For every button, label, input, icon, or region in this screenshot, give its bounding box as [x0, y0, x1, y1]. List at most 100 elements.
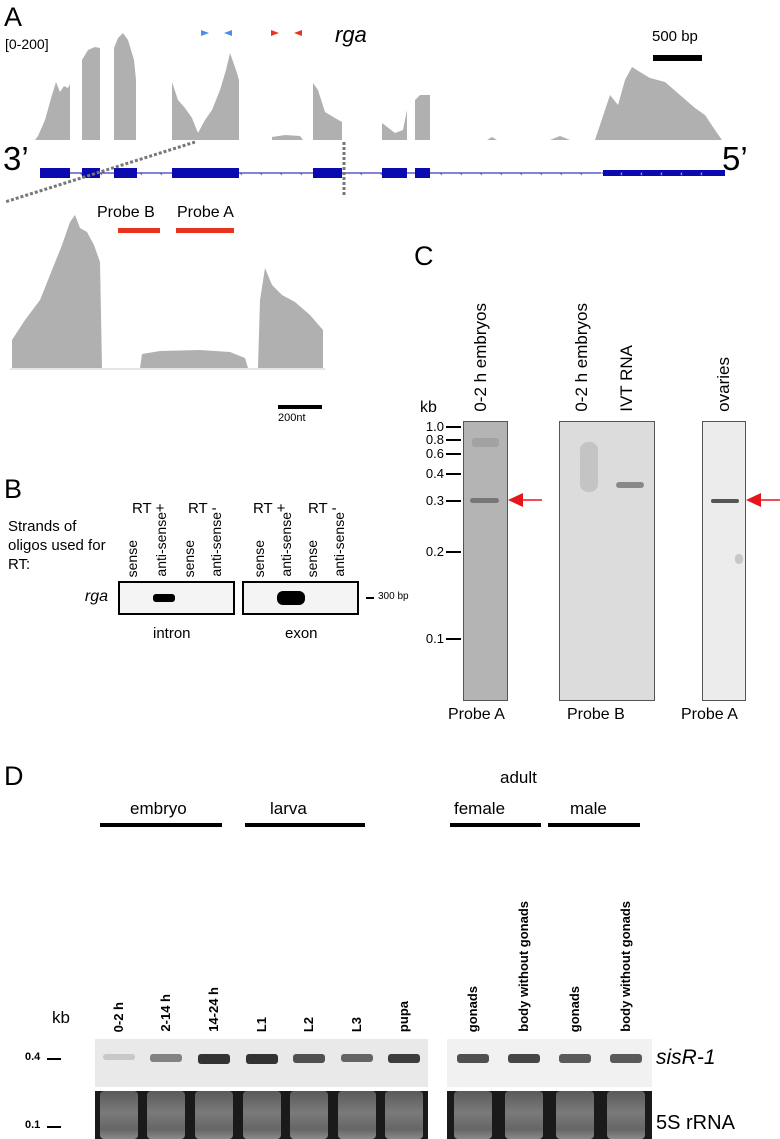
sisr1-band [559, 1054, 591, 1063]
intron-gel [118, 581, 235, 615]
strand-direction-icon: ‹ [160, 170, 163, 178]
marker-tick [446, 426, 461, 428]
lane-label: L1 [254, 1016, 269, 1032]
coverage-track [35, 33, 722, 140]
northern-blot-ovaries [702, 421, 746, 701]
size-marker-label: 300 bp [378, 591, 409, 602]
strand-direction-icon: ‹ [680, 170, 683, 178]
larva-bracket [245, 823, 365, 827]
group-female-label: female [454, 799, 506, 818]
sisr1-blot-developmental [95, 1039, 428, 1087]
blot-band [616, 482, 644, 488]
strand-direction-icon: ‹ [700, 170, 703, 178]
sisr1-band [150, 1054, 182, 1062]
three-prime-label: 3’ [3, 140, 29, 177]
sisr1-band [341, 1054, 373, 1063]
strand-caption: Strands of oligos used for RT: [8, 518, 106, 573]
lane-label: gonads [465, 985, 480, 1032]
blot-band [470, 498, 499, 503]
marker-tick [47, 1126, 61, 1128]
strand-direction-icon: ‹ [460, 170, 463, 178]
strand-direction-icon: ‹ [280, 170, 283, 178]
rrna-lane [338, 1091, 376, 1139]
marker-label: 0.4 [25, 1051, 41, 1063]
coverage-range-label: [0-200] [5, 36, 49, 52]
panel-a-label: A [4, 2, 23, 32]
rrna-lane [556, 1091, 594, 1139]
probe-label: Probe B [567, 706, 625, 723]
strand-direction-icon: ‹ [60, 170, 63, 178]
lane-label: IVT RNA [617, 345, 636, 412]
panel-a-graphics: ‹ ‹ ‹ ‹ ‹ ‹ ‹ ‹ ‹ ‹ ‹ ‹ ‹ ‹ ‹ ‹ ‹ ‹ ‹ ‹ ‹ ‹ ‹ ‹ ‹ ‹ ‹ ‹ ‹ ‹ ‹ ‹ ‹ [4, 30, 725, 409]
kb-unit-label: kb [420, 399, 437, 416]
rrna-lane [385, 1091, 423, 1139]
lane-label: 14-24 h [206, 987, 221, 1032]
rrna-gel-adult [447, 1091, 652, 1139]
kb-unit-label: kb [52, 1008, 70, 1027]
strand-direction-icon: ‹ [500, 170, 503, 178]
pcr-band [153, 594, 175, 602]
northern-blot-probe-a [463, 421, 508, 701]
strand-direction-icon: ‹ [80, 170, 83, 178]
pcr-band [277, 591, 305, 605]
marker-label: 0.1 [425, 631, 444, 646]
exon [415, 168, 430, 178]
strand-direction-icon: ‹ [420, 170, 423, 178]
probe-label: Probe A [448, 706, 505, 723]
strand-direction-icon: ‹ [620, 170, 623, 178]
exon [172, 168, 239, 178]
lane-label: body without gonads [618, 901, 633, 1032]
strand-direction-icon: ‹ [260, 170, 263, 178]
strand-direction-icon: ‹ [100, 170, 103, 178]
red-arrow-icon [746, 493, 780, 507]
blot-band [711, 499, 739, 503]
rrna-row-label: 5S rRNA [656, 1112, 735, 1134]
lane-label: 2-14 h [158, 994, 173, 1032]
strand-direction-icon: ‹ [660, 170, 663, 178]
rga-row-label: rga [84, 588, 108, 605]
strand-direction-icon: ‹ [220, 170, 223, 178]
strand-label: anti-sense [331, 512, 347, 577]
sisr1-blot-adult [447, 1039, 652, 1087]
zoom-guide-diagonal [4, 140, 196, 204]
rrna-lane [454, 1091, 492, 1139]
five-prime-label: 5’ [722, 140, 748, 177]
lane-label: body without gonads [516, 901, 531, 1032]
blot-spot [735, 554, 743, 564]
scale-bar-label: 500 bp [652, 28, 698, 45]
rt-label: RT + [132, 500, 165, 517]
rt-label: RT - [308, 500, 337, 517]
strand-direction-icon: ‹ [300, 170, 303, 178]
panel-c-label: C [414, 241, 434, 271]
lane-label: ovaries [714, 357, 733, 412]
lane-label: L3 [349, 1016, 364, 1032]
rrna-lane [607, 1091, 645, 1139]
primer-arrowhead-icon [271, 30, 279, 36]
strand-direction-icon: ‹ [380, 170, 383, 178]
rrna-lane [243, 1091, 281, 1139]
strand-label: sense [304, 539, 320, 577]
blot-smear [472, 438, 499, 447]
group-embryo-label: embryo [130, 799, 187, 818]
strand-direction-icon: ‹ [400, 170, 403, 178]
strand-direction-icon: ‹ [640, 170, 643, 178]
size-marker-tick [366, 597, 374, 599]
exon [603, 170, 725, 176]
marker-label: 0.1 [25, 1119, 41, 1131]
strand-direction-icon: ‹ [600, 170, 603, 178]
strand-direction-icon: ‹ [360, 170, 363, 178]
probe-a-label: Probe A [177, 204, 234, 221]
northern-blot-probe-b [559, 421, 655, 701]
marker-label: 0.4 [425, 466, 444, 481]
sisr1-band [246, 1054, 278, 1064]
red-arrow-icon [508, 493, 542, 507]
embryo-bracket [100, 823, 222, 827]
probe-a-bar [176, 228, 234, 233]
strand-direction-icon: ‹ [440, 170, 443, 178]
rrna-lane [100, 1091, 138, 1139]
probe-label: Probe A [681, 706, 738, 723]
strand-label: sense [124, 539, 140, 577]
sisr1-band [293, 1054, 325, 1063]
lane-label: gonads [567, 985, 582, 1032]
rrna-lane [195, 1091, 233, 1139]
